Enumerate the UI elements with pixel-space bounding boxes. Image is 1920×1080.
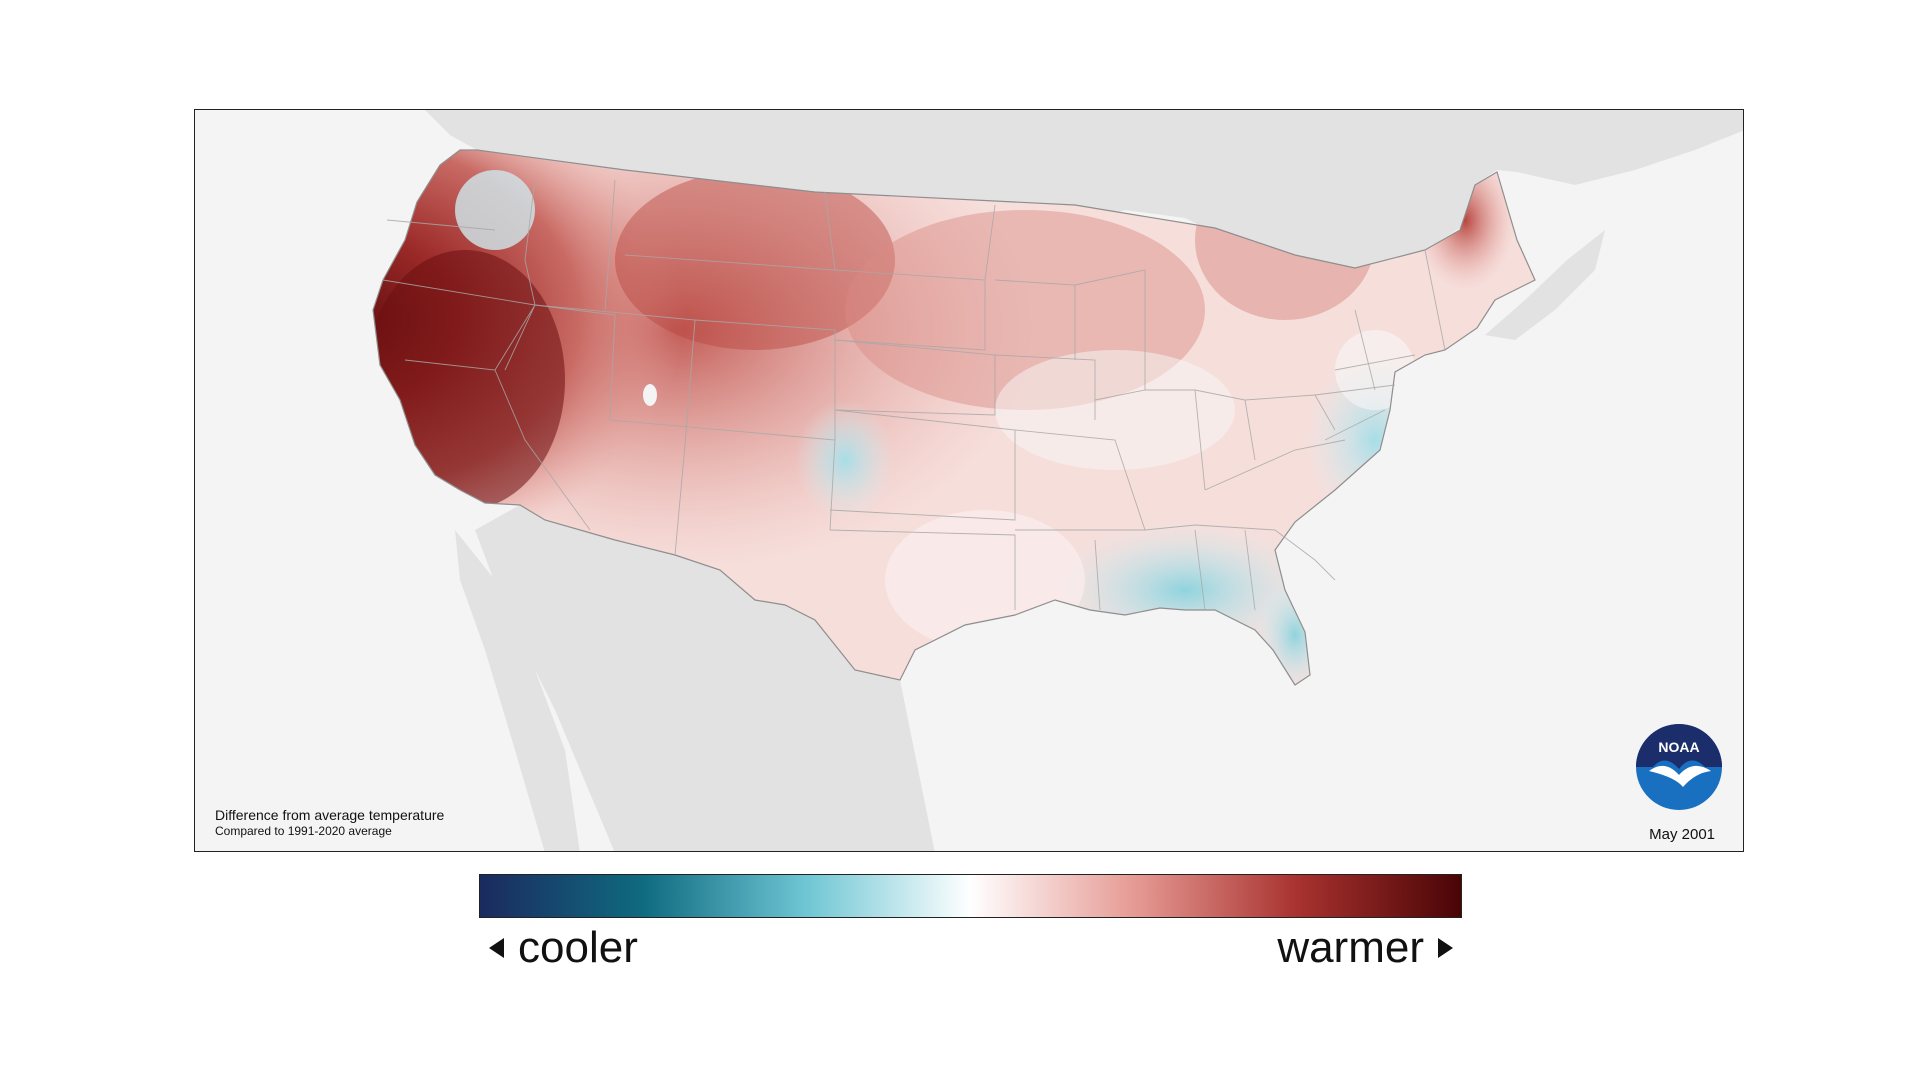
- cooler-label: cooler: [518, 923, 638, 972]
- caption-subtitle: Compared to 1991-2020 average: [215, 824, 392, 838]
- caption-title: Difference from average temperature: [215, 807, 445, 823]
- legend-cooler: cooler: [489, 918, 638, 978]
- us-outline: [372, 149, 1536, 686]
- arrow-right-icon: [1438, 938, 1453, 958]
- neighbor-land: [425, 110, 1743, 851]
- state-borders: [382, 179, 1446, 611]
- map-panel: Difference from average temperature Comp…: [194, 109, 1744, 852]
- noaa-logo-icon: NOAA: [1636, 724, 1722, 810]
- color-legend-bar: [479, 874, 1462, 918]
- legend-warmer: warmer: [1277, 918, 1453, 978]
- color-gradient: [480, 875, 1461, 917]
- map-caption: Difference from average temperature Comp…: [215, 807, 444, 839]
- warmer-label: warmer: [1277, 923, 1424, 972]
- arrow-left-icon: [489, 938, 504, 958]
- date-label: May 2001: [1649, 826, 1715, 843]
- temperature-anomaly-map: [372, 110, 1743, 851]
- noaa-logo-text: NOAA: [1658, 739, 1699, 755]
- great-salt-lake: [643, 384, 657, 406]
